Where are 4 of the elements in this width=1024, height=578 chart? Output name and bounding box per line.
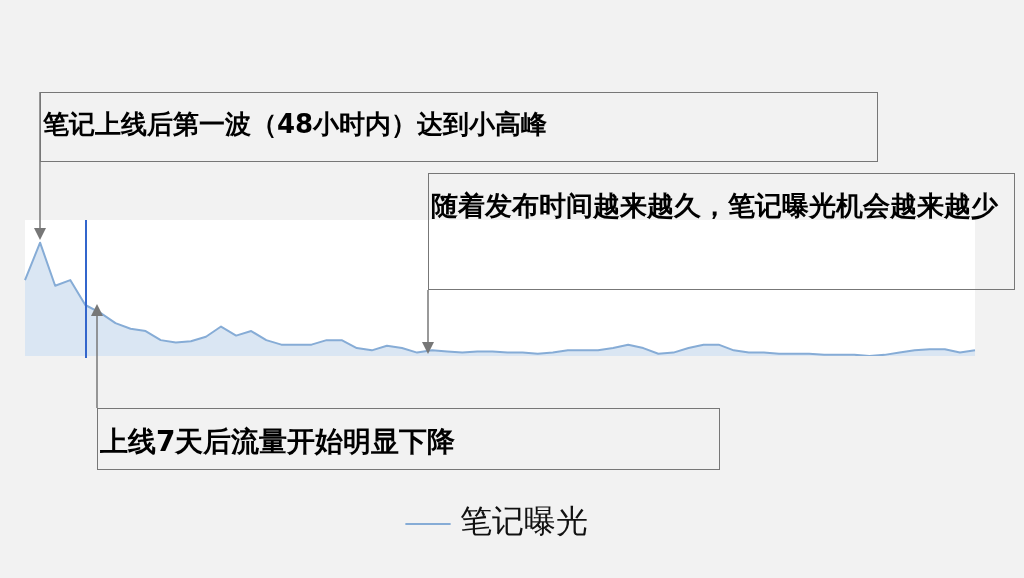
text: 笔记上线后第一波（48小时内）达到小高峰 [40, 92, 878, 162]
text: 上线7天后流量开始明显下降 [97, 408, 720, 470]
legend-label: 笔记曝光 [460, 502, 588, 541]
text: 随着发布时间越来越久，笔记曝光机会越来越少 [428, 173, 1015, 290]
